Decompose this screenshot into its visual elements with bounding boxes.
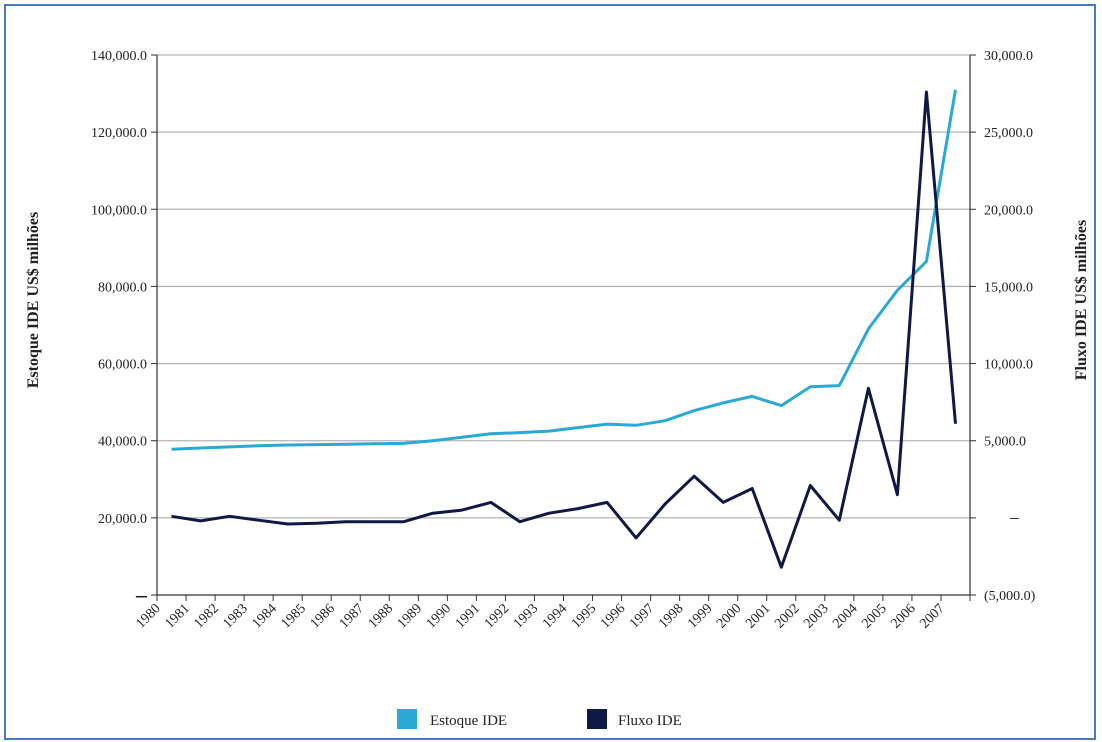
- x-axis-ticks: 1980198119821983198419851986198719881989…: [133, 595, 971, 632]
- legend-label-fluxo: Fluxo IDE: [618, 713, 682, 729]
- right-tick-label: 30,000.0: [984, 49, 1033, 64]
- left-tick-label: 120,000.0: [91, 126, 147, 141]
- x-tick-label: 1981: [162, 601, 192, 631]
- left-tick-label: 80,000.0: [98, 280, 147, 295]
- right-axis-title: Fluxo IDE US$ milhões: [1073, 220, 1090, 380]
- x-tick-label: 1983: [221, 601, 251, 631]
- left-tick-label: 100,000.0: [91, 203, 147, 218]
- x-tick-label: 1992: [482, 601, 512, 631]
- series-lines: [171, 89, 957, 569]
- x-tick-label: 1997: [627, 601, 657, 631]
- left-axis-title: Estoque IDE US$ milhões: [25, 212, 42, 388]
- x-tick-label: 1996: [598, 601, 628, 631]
- x-tick-label: 1991: [453, 601, 483, 631]
- left-tick-label: –: [135, 582, 148, 607]
- left-tick-label: 140,000.0: [91, 49, 147, 64]
- right-tick-label: (5,000.0): [984, 589, 1036, 604]
- x-tick-label: 1985: [279, 601, 309, 631]
- x-tick-label: 1986: [308, 601, 338, 631]
- x-tick-label: 2004: [830, 601, 860, 631]
- x-tick-label: 1994: [540, 601, 570, 631]
- right-axis-ticks: (5,000.0) – 5,000.0 10,000.0 15,000.0 20,000.…: [970, 49, 1036, 604]
- x-tick-label: 1984: [250, 601, 280, 631]
- x-tick-label: 1995: [569, 601, 599, 631]
- legend-swatch-estoque: [397, 709, 417, 729]
- x-tick-label: 2000: [714, 601, 744, 631]
- x-tick-label: 2005: [859, 601, 889, 631]
- right-tick-label: –: [1009, 507, 1020, 527]
- x-tick-label: 1988: [366, 601, 396, 631]
- x-tick-label: 1998: [656, 601, 686, 631]
- x-tick-label: 1999: [685, 601, 715, 631]
- series-line-fluxo: [171, 90, 957, 569]
- x-tick-label: 2002: [772, 601, 802, 631]
- x-tick-label: 1993: [511, 601, 541, 631]
- x-tick-label: 1982: [191, 601, 221, 631]
- x-tick-label: 2001: [743, 601, 773, 631]
- x-tick-label: 1990: [424, 601, 454, 631]
- x-tick-label: 2006: [888, 601, 918, 631]
- right-tick-label: 25,000.0: [984, 126, 1033, 141]
- left-tick-label: 20,000.0: [98, 512, 147, 527]
- series-line-estoque: [171, 89, 957, 451]
- right-tick-label: 20,000.0: [984, 203, 1033, 218]
- right-tick-label: 10,000.0: [984, 358, 1033, 373]
- legend: Estoque IDE Fluxo IDE: [397, 709, 682, 729]
- left-axis-ticks: – 20,000.0 40,000.0 60,000.0 80,000.0 100,000…: [91, 49, 157, 607]
- right-tick-label: 15,000.0: [984, 280, 1033, 295]
- left-tick-label: 40,000.0: [98, 435, 147, 450]
- legend-swatch-fluxo: [587, 709, 607, 729]
- legend-label-estoque: Estoque IDE: [430, 713, 507, 729]
- chart-frame: [4, 4, 1096, 740]
- right-tick-label: 5,000.0: [984, 435, 1026, 450]
- x-tick-label: 1987: [337, 601, 367, 631]
- x-tick-label: 2003: [801, 601, 831, 631]
- x-tick-label: 2007: [917, 601, 947, 631]
- grid-lines: [156, 54, 971, 596]
- left-tick-label: 60,000.0: [98, 358, 147, 373]
- x-tick-label: 1989: [395, 601, 425, 631]
